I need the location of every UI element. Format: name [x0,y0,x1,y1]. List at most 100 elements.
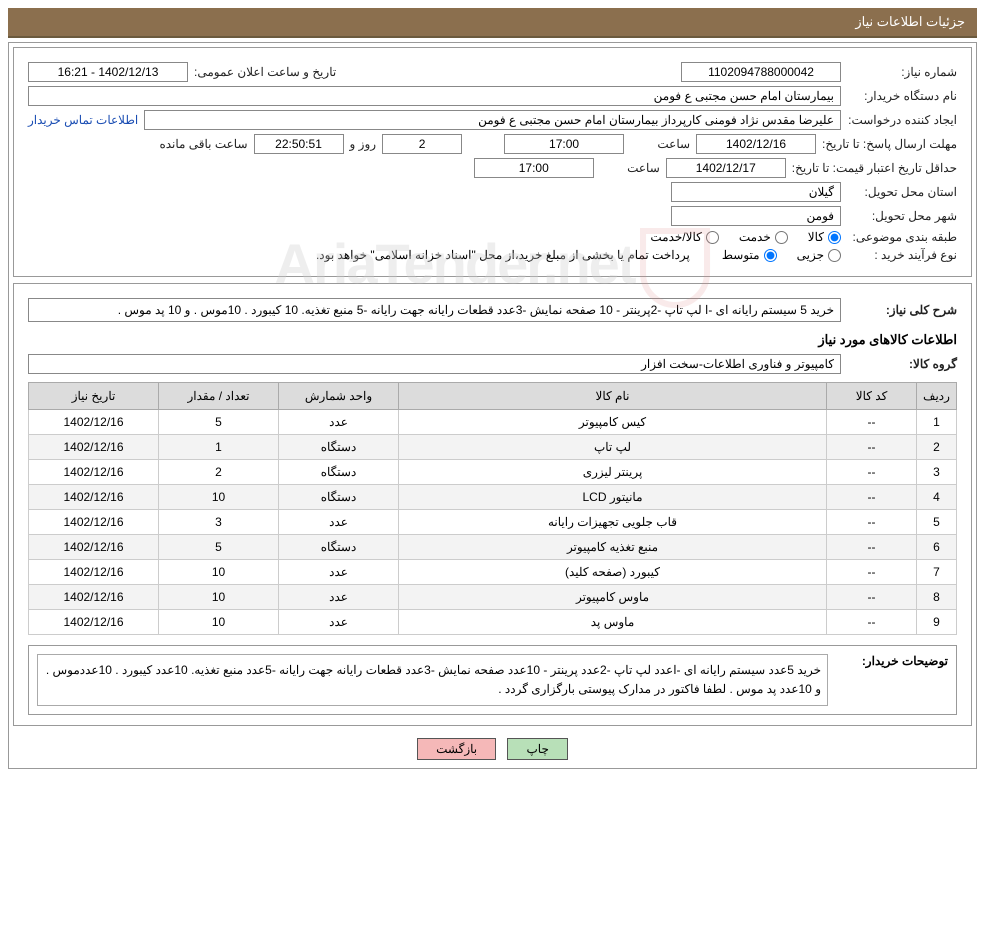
requester-value: علیرضا مقدس نژاد فومنی کارپرداز بیمارستا… [144,110,841,130]
buyer-desc-text: خرید 5عدد سیستم رایانه ای -اعدد لپ تاپ -… [37,654,828,706]
th-code: کد کالا [827,383,917,410]
cell-idx: 7 [917,560,957,585]
category-radio-group: کالا خدمت کالا/خدمت [650,230,841,244]
back-button[interactable]: بازگشت [417,738,496,760]
cell-idx: 9 [917,610,957,635]
cell-date: 1402/12/16 [29,485,159,510]
time-label-1: ساعت [630,137,690,151]
cell-unit: عدد [279,560,399,585]
table-row: 8--ماوس کامپیوترعدد101402/12/16 [29,585,957,610]
cell-date: 1402/12/16 [29,585,159,610]
proc-medium-label: متوسط [722,248,760,262]
cell-code: -- [827,485,917,510]
cell-code: -- [827,610,917,635]
cat-goods-service-label: کالا/خدمت [650,230,701,244]
cell-name: قاب جلویی تجهیزات رایانه [399,510,827,535]
th-qty: تعداد / مقدار [159,383,279,410]
items-table: ردیف کد کالا نام کالا واحد شمارش تعداد /… [28,382,957,635]
cat-goods-radio[interactable] [828,231,841,244]
cell-qty: 10 [159,560,279,585]
th-unit: واحد شمارش [279,383,399,410]
days-and-label: روز و [350,137,377,151]
cell-qty: 1 [159,435,279,460]
time-label-2: ساعت [600,161,660,175]
province-label: استان محل تحویل: [847,185,957,199]
table-row: 4--مانیتور LCDدستگاه101402/12/16 [29,485,957,510]
cell-name: ماوس کامپیوتر [399,585,827,610]
cat-service-label: خدمت [739,230,771,244]
cell-code: -- [827,410,917,435]
cell-unit: دستگاه [279,435,399,460]
category-label: طبقه بندی موضوعی: [847,230,957,244]
validity-date: 1402/12/17 [666,158,786,178]
remaining-label: ساعت باقی مانده [159,137,247,151]
buyer-desc-box: توضیحات خریدار: خرید 5عدد سیستم رایانه ا… [28,645,957,715]
table-row: 3--پرینتر لیزریدستگاه21402/12/16 [29,460,957,485]
cell-idx: 6 [917,535,957,560]
announce-label: تاریخ و ساعت اعلان عمومی: [194,65,336,79]
deadline-time: 17:00 [504,134,624,154]
cell-qty: 10 [159,485,279,510]
announce-value: 1402/12/13 - 16:21 [28,62,188,82]
cell-qty: 2 [159,460,279,485]
cell-date: 1402/12/16 [29,410,159,435]
cell-qty: 10 [159,585,279,610]
validity-label: حداقل تاریخ اعتبار قیمت: تا تاریخ: [792,161,957,175]
info-panel: شماره نیاز: 1102094788000042 تاریخ و ساع… [13,47,972,277]
th-idx: ردیف [917,383,957,410]
cell-unit: دستگاه [279,535,399,560]
cell-unit: عدد [279,585,399,610]
process-radio-group: جزیی متوسط [722,248,841,262]
cell-date: 1402/12/16 [29,435,159,460]
proc-medium-radio[interactable] [764,249,777,262]
cell-unit: عدد [279,610,399,635]
cell-code: -- [827,510,917,535]
cat-service-radio[interactable] [775,231,788,244]
cell-unit: دستگاه [279,485,399,510]
cell-unit: عدد [279,410,399,435]
province-value: گیلان [671,182,841,202]
table-row: 7--کیبورد (صفحه کلید)عدد101402/12/16 [29,560,957,585]
summary-label: شرح کلی نیاز: [847,303,957,317]
buyer-value: بیمارستان امام حسن مجتبی ع فومن [28,86,841,106]
cell-idx: 2 [917,435,957,460]
process-label: نوع فرآیند خرید : [847,248,957,262]
cell-date: 1402/12/16 [29,460,159,485]
cell-idx: 5 [917,510,957,535]
print-button[interactable]: چاپ [507,738,567,760]
cell-date: 1402/12/16 [29,535,159,560]
city-label: شهر محل تحویل: [847,209,957,223]
page-header: جزئیات اطلاعات نیاز [8,8,977,38]
buyer-label: نام دستگاه خریدار: [847,89,957,103]
table-row: 2--لپ تاپدستگاه11402/12/16 [29,435,957,460]
cell-idx: 3 [917,460,957,485]
cell-qty: 5 [159,410,279,435]
cell-qty: 3 [159,510,279,535]
cell-name: منبع تغذیه کامپیوتر [399,535,827,560]
cat-goods-service-radio[interactable] [706,231,719,244]
city-value: فومن [671,206,841,226]
summary-value: خرید 5 سیستم رایانه ای -ا لپ تاپ -2پرینت… [28,298,841,322]
cell-code: -- [827,535,917,560]
cat-goods-label: کالا [808,230,824,244]
need-no-value: 1102094788000042 [681,62,841,82]
cell-name: مانیتور LCD [399,485,827,510]
group-label: گروه کالا: [847,357,957,371]
table-row: 5--قاب جلویی تجهیزات رایانهعدد31402/12/1… [29,510,957,535]
page-title: جزئیات اطلاعات نیاز [855,14,965,29]
th-name: نام کالا [399,383,827,410]
days-remaining: 2 [382,134,462,154]
proc-partial-radio[interactable] [828,249,841,262]
cell-name: کیس کامپیوتر [399,410,827,435]
cell-qty: 5 [159,535,279,560]
cell-date: 1402/12/16 [29,510,159,535]
table-row: 1--کیس کامپیوترعدد51402/12/16 [29,410,957,435]
cell-idx: 1 [917,410,957,435]
process-note: پرداخت تمام یا بخشی از مبلغ خرید،از محل … [316,248,690,262]
validity-time: 17:00 [474,158,594,178]
deadline-date: 1402/12/16 [696,134,816,154]
cell-name: پرینتر لیزری [399,460,827,485]
contact-link[interactable]: اطلاعات تماس خریدار [28,113,138,127]
table-row: 6--منبع تغذیه کامپیوتردستگاه51402/12/16 [29,535,957,560]
cell-qty: 10 [159,610,279,635]
